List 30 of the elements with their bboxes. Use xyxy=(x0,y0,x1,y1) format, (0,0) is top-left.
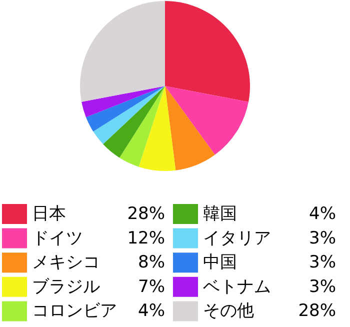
pie-slice xyxy=(119,86,165,167)
pie-slice xyxy=(86,86,165,132)
pie-slice xyxy=(82,86,165,118)
legend-label: 韓国 xyxy=(203,204,237,224)
legend-label: 中国 xyxy=(203,252,237,273)
pie-slice xyxy=(103,86,165,158)
legend-label: ブラジル xyxy=(32,276,100,297)
legend-label: コロンビア xyxy=(32,301,117,322)
data-label: 3% xyxy=(309,228,336,248)
legend-label: ドイツ xyxy=(32,228,83,248)
data-label: 3% xyxy=(309,276,336,297)
data-label: 28% xyxy=(127,204,165,224)
data-label: 4% xyxy=(138,301,165,322)
data-label: 28% xyxy=(298,301,336,322)
pie-slice xyxy=(165,86,215,170)
data-label: 12% xyxy=(127,228,165,248)
data-label: 4% xyxy=(309,204,336,224)
legend-label: その他 xyxy=(203,301,254,322)
pie-slice xyxy=(138,86,176,171)
legend-label: メキシコ xyxy=(32,252,100,273)
data-label: 8% xyxy=(138,252,165,273)
pie-slice xyxy=(80,1,165,102)
data-label: 3% xyxy=(309,252,336,273)
legend-label: イタリア xyxy=(203,228,271,248)
legend-label: ベトナム xyxy=(203,276,271,297)
data-label: 7% xyxy=(138,276,165,297)
legend-label: 日本 xyxy=(32,204,66,224)
pie-slice xyxy=(165,1,250,102)
pie-slice xyxy=(165,86,248,155)
pie-slice xyxy=(93,86,165,144)
